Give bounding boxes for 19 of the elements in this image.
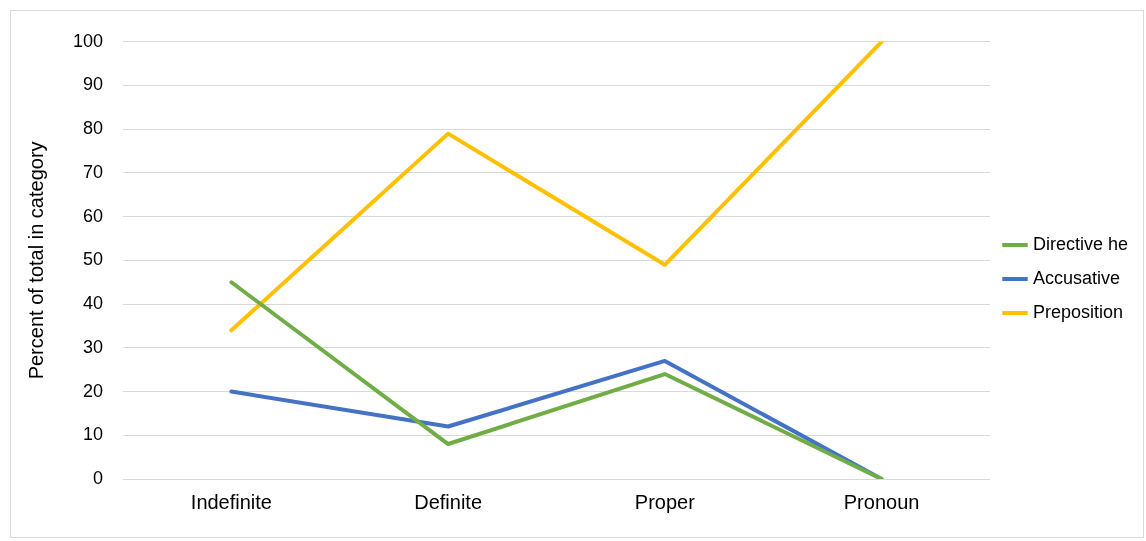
y-tick-label: 20	[83, 380, 104, 401]
y-tick-label: 70	[83, 161, 104, 182]
y-tick-label: 40	[83, 293, 104, 314]
y-tick-label: 50	[83, 249, 104, 270]
x-tick-label: Pronoun	[843, 490, 920, 513]
y-tick-label: 0	[93, 467, 104, 488]
y-tick-label: 10	[83, 424, 104, 445]
legend-label: Accusative	[1032, 267, 1121, 288]
x-tick-label: Definite	[414, 490, 483, 513]
y-tick-label: 100	[72, 30, 104, 51]
y-axis-title: Percent of total in category	[24, 141, 47, 380]
y-tick-label: 90	[83, 74, 104, 95]
y-tick-label: 60	[83, 205, 104, 226]
legend-label: Directive he	[1032, 233, 1129, 254]
x-tick-label: Indefinite	[190, 490, 272, 513]
legend-label: Preposition	[1032, 301, 1124, 322]
y-tick-label: 30	[83, 336, 104, 357]
y-tick-label: 80	[83, 118, 104, 139]
x-tick-label: Proper	[634, 490, 696, 513]
